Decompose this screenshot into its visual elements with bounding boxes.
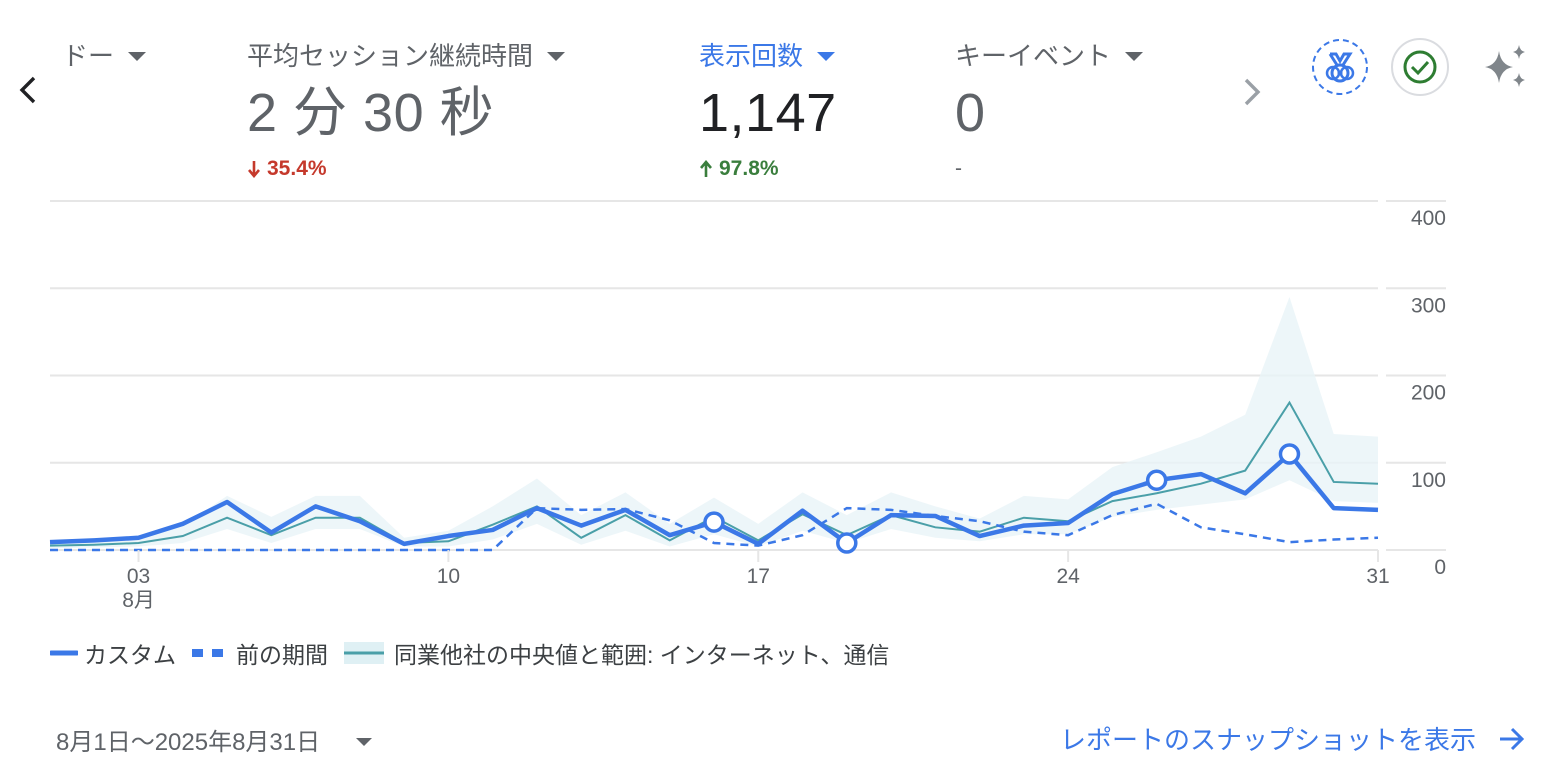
metric-card-clipped[interactable]: ドー [62,36,147,73]
previous-period-line [50,502,1379,552]
metric-change: - [955,157,1143,181]
metric-change: 97.8% [699,157,837,181]
next-metrics-button[interactable] [1238,74,1266,110]
benchmark-medal-button[interactable] [1311,38,1369,96]
legend-item-previous-period[interactable]: 前の期間 [192,636,328,670]
caret-down-icon [547,52,566,61]
metric-change: 35.4% [247,157,565,181]
metric-card-avg-session-duration[interactable]: 平均セッション継続時間 2 分 30 秒 35.4% [247,36,566,181]
metric-selector[interactable]: 表示回数 [699,36,837,73]
chevron-right-icon [1244,78,1261,106]
snapshot-link-label: レポートのスナップショットを表示 [1059,725,1476,755]
metric-value: 0 [955,83,986,143]
arrow-up-icon [700,160,712,177]
y-axis-label: 0 [1434,556,1446,579]
legend-label: 同業他社の中央値と範囲: インターネット、通信 [394,642,890,668]
metric-value: 2 分 30 秒 [247,83,495,143]
metric-change-value: 97.8% [719,157,779,180]
insights-button[interactable] [1476,38,1534,96]
metric-value: 1,147 [699,83,837,143]
legend-label: 前の期間 [236,642,328,668]
chevron-left-icon [19,76,36,104]
view-report-snapshot-link[interactable]: レポートのスナップショットを表示 [1060,720,1526,757]
caret-down-icon [817,52,836,61]
arrow-right-icon [1500,727,1525,750]
metric-change-value: 35.4% [267,157,327,180]
y-axis-label: 200 [1411,382,1446,405]
y-axis-label: 100 [1411,469,1446,492]
metric-selector[interactable]: 平均セッション継続時間 [247,36,566,73]
data-point-marker[interactable] [1145,469,1168,491]
caret-down-icon [1125,52,1144,61]
benchmark-range-band [50,296,1378,549]
caret-down-icon [128,52,147,61]
dashed-line-icon [192,649,223,657]
x-axis-month-label: 8月 [122,589,155,612]
metric-card-key-events[interactable]: キーイベント 0 - [955,36,1144,181]
band-line-icon [344,642,384,664]
metric-label: ドー [62,41,115,71]
metric-card-views[interactable]: 表示回数 1,147 97.8% [699,36,837,181]
metric-change-value: - [955,157,962,180]
date-range-label: 8月1日〜2025年8月31日 [56,729,321,756]
metric-selector[interactable]: ドー [62,36,147,73]
data-point-marker[interactable] [1278,443,1301,465]
status-check-button[interactable] [1391,38,1449,96]
x-axis-label: 31 [1366,565,1389,588]
previous-metrics-button[interactable] [14,72,42,108]
arrow-down-icon [248,161,260,178]
y-axis-label: 300 [1411,294,1446,317]
data-point-marker[interactable] [703,511,725,533]
x-axis-label: 17 [747,565,770,588]
legend-item-benchmark[interactable]: 同業他社の中央値と範囲: インターネット、通信 [344,636,889,670]
caret-down-icon [356,737,373,746]
check-circle-icon [1403,50,1437,84]
solid-line-icon [50,650,78,656]
legend-item-custom[interactable]: カスタム [50,636,176,670]
metric-selector[interactable]: キーイベント [955,36,1144,73]
metric-label: 平均セッション継続時間 [247,41,534,71]
metric-label: 表示回数 [699,41,804,71]
medal-icon [1312,39,1368,95]
x-axis-label: 03 [127,565,150,588]
date-range-selector[interactable]: 8月1日〜2025年8月31日 [56,722,373,757]
x-axis-label: 10 [437,565,460,588]
y-axis-label: 400 [1411,207,1446,230]
sparkle-icon [1485,45,1525,87]
chart-legend: カスタム 前の期間 同業他社の中央値と範囲: インターネット、通信 [50,636,905,670]
x-axis-label: 24 [1056,565,1080,588]
data-point-marker[interactable] [836,532,858,554]
metric-label: キーイベント [955,41,1112,71]
legend-label: カスタム [84,642,176,668]
